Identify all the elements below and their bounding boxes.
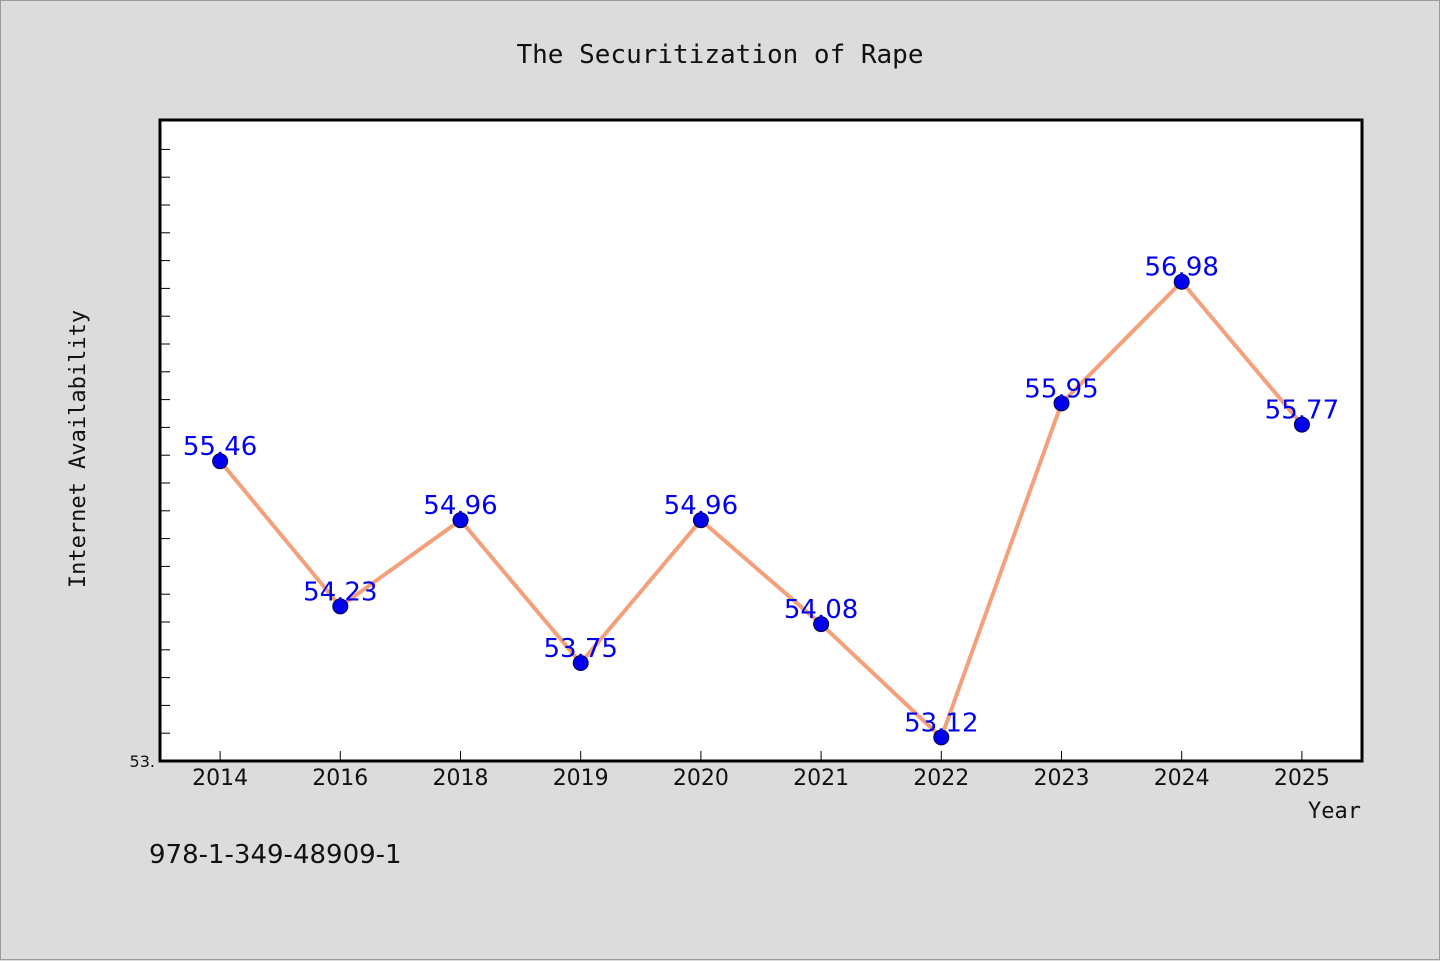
data-label: 56.98 xyxy=(1144,253,1218,283)
data-label: 55.77 xyxy=(1265,396,1339,426)
data-point xyxy=(1053,395,1070,412)
data-label: 54.96 xyxy=(664,491,738,521)
isbn-footer: 978-1-349-48909-1 xyxy=(149,840,402,870)
x-tick-label: 2025 xyxy=(1274,766,1330,791)
y-axis-ticks xyxy=(160,148,170,734)
x-tick-label: 2016 xyxy=(312,766,368,791)
x-axis-ticks xyxy=(219,751,1303,761)
data-point xyxy=(212,453,229,470)
data-point xyxy=(692,512,709,529)
data-label: 53.75 xyxy=(543,634,617,664)
x-tick-label: 2023 xyxy=(1034,766,1090,791)
x-axis-tick-labels: 2014 2016 2018 2019 2020 2021 2022 2023 2024 2025 xyxy=(192,766,1330,791)
data-label: 54.08 xyxy=(784,595,858,625)
data-label: 53.12 xyxy=(904,708,978,738)
data-point xyxy=(572,655,589,672)
data-label: 55.46 xyxy=(183,432,257,462)
y-tick-label: 53. xyxy=(130,752,155,771)
data-label: 55.95 xyxy=(1024,374,1098,404)
y-axis-label: Internet Availability xyxy=(66,310,91,588)
data-point xyxy=(332,598,349,615)
data-label: 54.23 xyxy=(303,577,377,607)
data-point xyxy=(1173,273,1190,290)
data-point xyxy=(933,729,950,746)
chart-title: The Securitization of Rape xyxy=(517,40,924,70)
x-tick-label: 2021 xyxy=(793,766,849,791)
series-line xyxy=(218,279,1304,740)
x-axis-label: Year xyxy=(1308,799,1361,824)
data-point xyxy=(1293,416,1310,433)
data-markers xyxy=(212,273,1310,746)
data-point xyxy=(813,616,830,633)
x-tick-label: 2019 xyxy=(553,766,609,791)
data-labels: 55.46 54.23 54.96 53.75 54.96 54.08 53.12 55.95… xyxy=(183,253,1339,739)
x-tick-label: 2014 xyxy=(192,766,248,791)
x-tick-label: 2022 xyxy=(913,766,969,791)
data-label: 54.96 xyxy=(423,491,497,521)
x-tick-label: 2018 xyxy=(433,766,489,791)
x-tick-label: 2024 xyxy=(1154,766,1210,791)
plot-area xyxy=(158,118,1364,763)
data-point xyxy=(452,512,469,529)
x-tick-label: 2020 xyxy=(673,766,729,791)
